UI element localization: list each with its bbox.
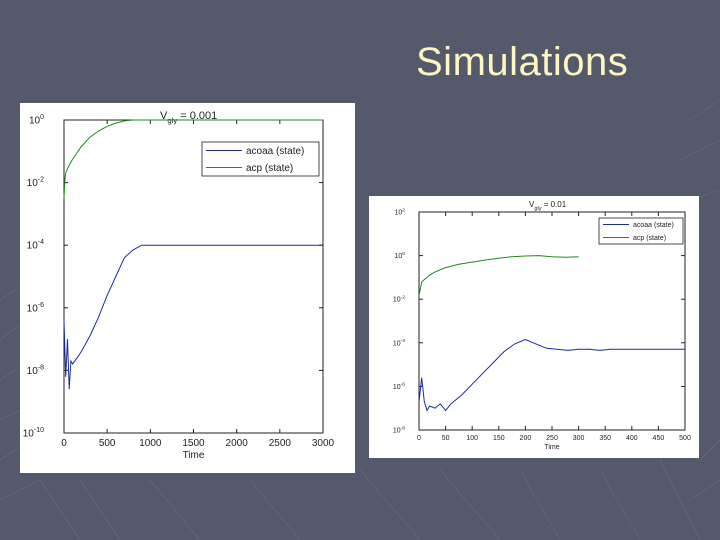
x-tick-label: 400 (626, 435, 638, 442)
legend-label: acoaa (state) (633, 222, 674, 229)
x-axis-label: Time (183, 450, 205, 461)
x-tick-label: 200 (520, 435, 532, 442)
chart-title: Vgly = 0.001 (160, 110, 217, 125)
x-tick-label: 1000 (139, 438, 162, 449)
chart-figure-1: Vgly = 0.001 0 500 1000 1500 2000 2500 3000 100 1… (20, 103, 355, 473)
x-tick-label: 500 (99, 438, 116, 449)
y-tick-label: 10-2 (27, 177, 44, 190)
y-tick-label: 10-6 (393, 382, 405, 391)
y-tick-label: 10-6 (27, 302, 44, 315)
series-line-acp (63, 119, 323, 199)
slide-title: Simulations (416, 40, 629, 84)
x-tick-label: 350 (599, 435, 611, 442)
x-tick-label: 0 (417, 435, 421, 442)
y-tick-label: 10-8 (27, 364, 44, 377)
x-tick-label: 1500 (182, 438, 205, 449)
legend-label: acp (state) (246, 163, 293, 174)
x-tick-label: 2500 (269, 438, 292, 449)
y-tick-label: 10-4 (393, 338, 405, 347)
legend-label: acp (state) (633, 235, 666, 242)
y-tick-label: 10-10 (23, 427, 44, 440)
x-tick-label: 450 (653, 435, 665, 442)
series-line-acp (418, 255, 579, 296)
y-tick-label: 10-2 (393, 295, 405, 304)
y-tick-label: 100 (394, 251, 405, 260)
x-tick-label: 50 (442, 435, 450, 442)
x-tick-label: 0 (61, 438, 67, 449)
x-tick-label: 100 (466, 435, 478, 442)
x-tick-label: 500 (679, 435, 691, 442)
chart-1-svg: Vgly = 0.001 0 500 1000 1500 2000 2500 3000 100 1… (23, 110, 335, 461)
x-axis-label: Time (544, 444, 559, 451)
y-tick-label: 10-4 (27, 239, 44, 252)
series-line-acoaa (63, 244, 323, 390)
y-tick-label: 10-8 (393, 425, 405, 434)
x-tick-label: 300 (573, 435, 585, 442)
legend-label: acoaa (state) (246, 146, 304, 157)
chart-figure-2: Vgly = 0.01 0 50 100 150 200 250 300 350 400 450 50… (369, 196, 699, 458)
x-tick-label: 150 (493, 435, 505, 442)
series-line-acoaa (418, 338, 685, 412)
y-tick-label: 102 (394, 207, 405, 216)
chart-title: Vgly = 0.01 (529, 200, 567, 212)
legend-box (598, 217, 684, 245)
y-tick-label: 100 (29, 114, 44, 127)
chart-2-svg: Vgly = 0.01 0 50 100 150 200 250 300 350 400 450 50… (393, 200, 691, 451)
x-tick-label: 3000 (312, 438, 335, 449)
x-tick-label: 2000 (226, 438, 249, 449)
x-tick-label: 250 (546, 435, 558, 442)
legend-box (201, 141, 320, 177)
